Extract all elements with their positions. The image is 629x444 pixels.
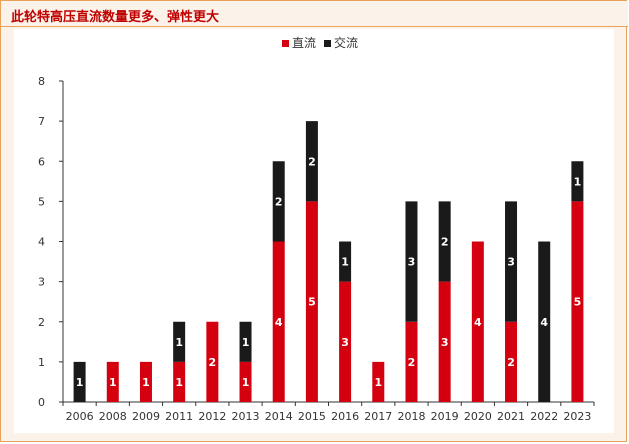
y-tick-label: 1 [38,356,45,369]
data-label: 2 [209,356,217,369]
bar-dc [405,321,418,402]
data-label: 3 [507,256,515,269]
data-label: 3 [408,256,416,269]
y-tick-label: 5 [38,195,45,208]
bar-dc [173,361,186,402]
x-tick-label: 2013 [232,410,260,423]
x-tick-label: 2012 [198,410,226,423]
y-tick-label: 0 [38,396,45,409]
bar-ac [438,201,451,282]
bar-dc [372,361,385,402]
bar-dc [505,321,518,402]
y-tick-label: 3 [38,276,45,289]
data-label: 3 [341,336,349,349]
bar-dc [339,281,352,402]
data-label: 5 [574,296,582,309]
y-tick-label: 2 [38,316,45,329]
bar-ac [505,201,518,322]
bar-ac [405,201,418,322]
bar-ac [538,241,551,402]
data-label: 2 [308,155,316,168]
legend-label: 交流 [334,35,358,50]
data-label: 2 [441,236,449,249]
data-label: 1 [242,376,250,389]
bar-ac [73,361,86,402]
bar-ac [239,321,252,362]
data-label: 1 [341,256,349,269]
bar-dc [239,361,252,402]
x-tick-label: 2011 [165,410,193,423]
data-label: 4 [474,316,482,329]
data-label: 5 [308,296,316,309]
chart-area: 0 1 2 3 4 5 6 7 8 2006 1 2008 1 2009 1 2011 1 1 2012 2 2013 1… [14,29,614,433]
x-tick-label: 2020 [464,410,492,423]
y-tick-label: 7 [38,115,45,128]
data-label: 1 [175,376,183,389]
x-tick-label: 2008 [99,410,127,423]
x-tick-label: 2023 [563,410,591,423]
bar-ac [339,241,352,282]
data-label: 4 [540,316,548,329]
title-bar: 此轮特高压直流数量更多、弹性更大 [1,1,628,27]
legend-swatch [324,40,331,47]
data-label: 1 [374,376,382,389]
x-tick-label: 2019 [431,410,459,423]
bar-ac [173,321,186,362]
x-tick-label: 2017 [364,410,392,423]
bar-dc [471,241,484,402]
bar-dc [106,361,119,402]
x-tick-label: 2018 [397,410,425,423]
y-tick-label: 4 [38,236,45,249]
y-tick-label: 6 [38,155,45,168]
bar-chart: 0 1 2 3 4 5 6 7 8 2006 1 2008 1 2009 1 2011 1 1 2012 2 2013 1… [38,35,595,423]
data-label: 2 [275,195,283,208]
data-label: 1 [574,175,582,188]
data-label: 2 [507,356,515,369]
bar-dc [305,201,318,402]
legend-swatch [282,40,289,47]
legend-label: 直流 [292,36,316,50]
bar-ac [272,161,285,242]
bar-dc [272,241,285,402]
data-label: 1 [142,376,150,389]
data-label: 1 [242,336,250,349]
x-tick-label: 2022 [530,410,558,423]
data-label: 1 [175,336,183,349]
bar-dc [571,201,584,402]
data-label: 3 [441,336,449,349]
data-label: 1 [109,376,117,389]
bar-dc [206,321,219,402]
x-tick-label: 2009 [132,410,160,423]
data-label: 1 [76,376,84,389]
bar-ac [571,161,584,202]
x-tick-label: 2014 [265,410,293,423]
bar-dc [438,281,451,402]
x-tick-label: 2015 [298,410,326,423]
data-label: 4 [275,316,283,329]
y-tick-label: 8 [38,75,45,88]
x-tick-label: 2016 [331,410,359,423]
data-label: 2 [408,356,416,369]
bar-ac [305,121,318,202]
x-tick-label: 2021 [497,410,525,423]
x-tick-label: 2006 [66,410,94,423]
chart-title: 此轮特高压直流数量更多、弹性更大 [11,10,220,25]
bar-dc [139,361,152,402]
